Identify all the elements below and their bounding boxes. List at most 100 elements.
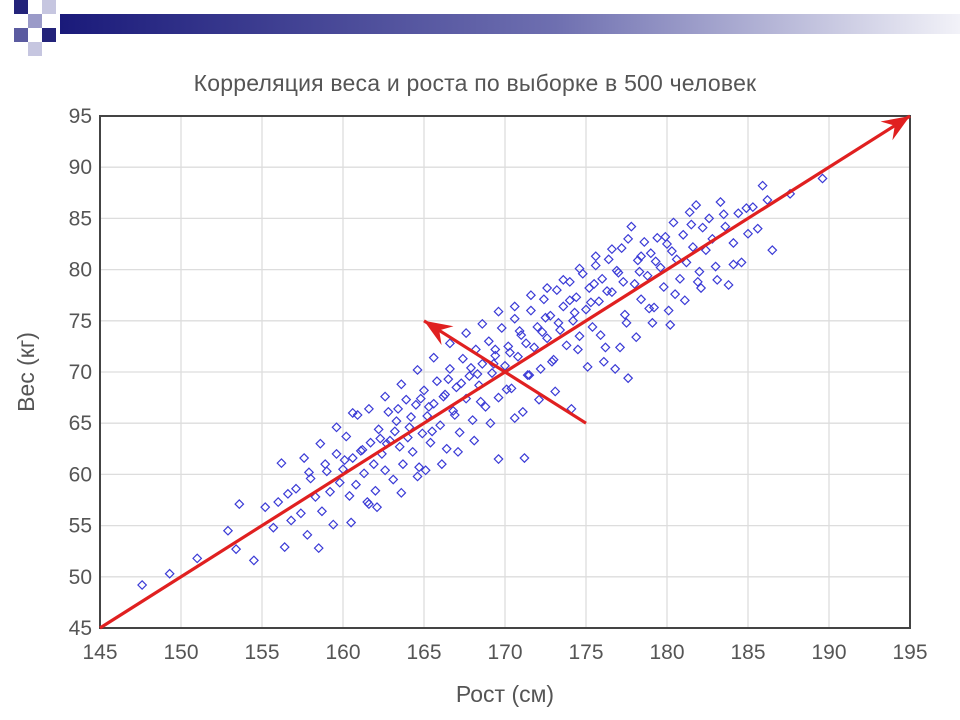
- data-point: [590, 260, 601, 271]
- header-square-6: [28, 42, 42, 56]
- data-point: [551, 285, 562, 296]
- arrow-head: [880, 116, 910, 141]
- data-point: [389, 426, 400, 437]
- data-point: [516, 330, 527, 341]
- data-point: [636, 251, 647, 262]
- data-point: [493, 306, 504, 317]
- data-point: [295, 508, 306, 519]
- data-point: [231, 544, 242, 555]
- data-point: [428, 352, 439, 363]
- data-point: [347, 407, 358, 419]
- y-tick-label: 50: [69, 566, 92, 589]
- data-point: [192, 553, 203, 564]
- data-point: [222, 525, 234, 536]
- data-point: [480, 401, 491, 412]
- data-point: [538, 294, 549, 305]
- data-point: [674, 273, 686, 284]
- data-point: [496, 322, 507, 334]
- data-point: [521, 338, 532, 349]
- data-point: [720, 221, 731, 232]
- data-point: [762, 194, 773, 206]
- data-point: [363, 403, 374, 414]
- data-point: [757, 180, 768, 191]
- y-tick-label: 55: [69, 515, 92, 538]
- data-point: [574, 263, 585, 274]
- x-tick-label: 145: [82, 641, 117, 664]
- data-point: [414, 462, 425, 473]
- data-point: [501, 384, 512, 395]
- data-point: [519, 452, 530, 464]
- data-point: [613, 267, 624, 278]
- data-point: [558, 301, 569, 312]
- data-point: [457, 353, 468, 364]
- data-point: [315, 438, 326, 449]
- x-tick-label: 180: [649, 641, 684, 664]
- data-point: [537, 327, 548, 338]
- data-point: [260, 502, 271, 513]
- data-point: [629, 278, 640, 289]
- data-point: [368, 459, 379, 470]
- data-point: [564, 295, 575, 306]
- data-point: [499, 360, 511, 371]
- data-point: [666, 246, 677, 257]
- data-point: [371, 502, 383, 513]
- data-point: [464, 371, 475, 382]
- data-point: [469, 435, 480, 446]
- data-point: [380, 391, 391, 402]
- data-point: [747, 202, 758, 213]
- data-point: [504, 347, 515, 358]
- data-point: [279, 542, 290, 553]
- header-square-1: [14, 0, 28, 14]
- trend-line: [423, 319, 587, 425]
- data-point: [352, 409, 363, 421]
- data-point: [282, 488, 293, 499]
- data-point: [723, 279, 734, 291]
- data-point: [691, 200, 702, 211]
- plot-frame: [99, 115, 911, 629]
- data-point: [388, 474, 399, 485]
- data-point: [412, 471, 423, 482]
- data-point: [542, 333, 553, 344]
- data-point: [647, 317, 658, 328]
- data-point: [401, 394, 412, 405]
- data-point: [525, 290, 536, 301]
- data-point: [472, 368, 483, 380]
- data-point: [569, 307, 580, 318]
- data-point: [642, 270, 653, 281]
- data-point: [303, 467, 315, 478]
- data-point: [396, 487, 407, 498]
- x-axis-label: Рост (см): [456, 681, 554, 707]
- data-point: [546, 356, 558, 367]
- data-point: [341, 431, 352, 442]
- data-point: [585, 297, 596, 308]
- chart-title: Корреляция веса и роста по выборке в 500…: [193, 70, 757, 96]
- header-square-2: [28, 14, 42, 28]
- data-point: [420, 465, 431, 476]
- data-point: [461, 328, 472, 339]
- data-point: [357, 444, 368, 455]
- header-square-4: [42, 0, 56, 14]
- x-tick-label: 195: [892, 641, 927, 664]
- y-axis-label: Вес (кг): [13, 332, 39, 412]
- data-point: [428, 398, 439, 409]
- x-tick-label: 175: [568, 641, 603, 664]
- data-point: [410, 399, 421, 410]
- data-point: [582, 361, 593, 372]
- y-tick-label: 80: [69, 259, 92, 282]
- data-point: [339, 455, 350, 466]
- data-point: [670, 289, 681, 300]
- y-tick-label: 45: [69, 617, 92, 640]
- data-point: [610, 363, 621, 374]
- data-point: [512, 351, 524, 362]
- data-point: [456, 378, 467, 389]
- data-point: [587, 321, 598, 332]
- data-point: [475, 396, 486, 407]
- data-point: [234, 499, 245, 510]
- data-point: [736, 257, 747, 268]
- data-point: [444, 363, 455, 374]
- y-tick-label: 65: [69, 412, 92, 435]
- data-point: [529, 342, 540, 353]
- data-point: [490, 344, 501, 355]
- data-point: [687, 242, 698, 253]
